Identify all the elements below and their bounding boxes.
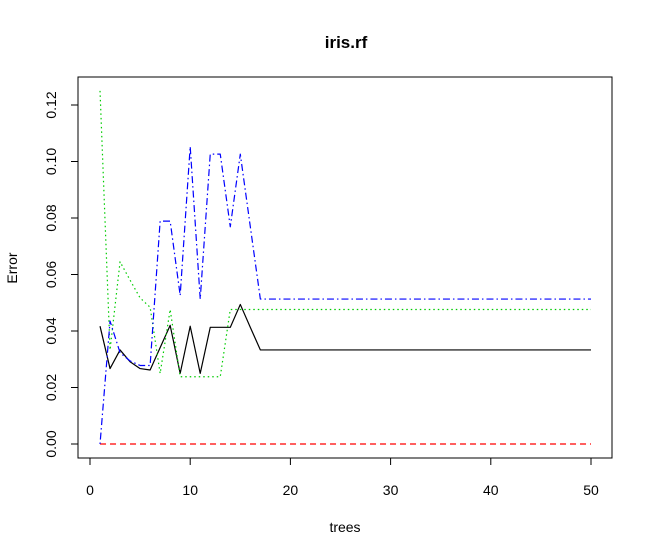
y-tick-label: 0.06 — [43, 261, 59, 288]
x-tick-label: 30 — [383, 482, 399, 498]
y-tick-label: 0.04 — [43, 317, 59, 344]
y-tick-label: 0.00 — [43, 430, 59, 457]
x-tick-label: 10 — [182, 482, 198, 498]
series-line-1 — [99, 303, 591, 374]
x-tick-label: 50 — [583, 482, 599, 498]
y-tick-label: 0.02 — [43, 374, 59, 401]
series-line-3 — [99, 90, 591, 378]
x-tick-label: 0 — [86, 482, 94, 498]
plot-frame — [77, 76, 613, 459]
y-axis-label: Error — [4, 252, 20, 283]
chart-title: iris.rf — [325, 33, 368, 52]
x-axis-label: trees — [329, 519, 360, 535]
x-tick-label: 40 — [483, 482, 499, 498]
series-layer — [99, 90, 591, 445]
series-line-4 — [99, 145, 591, 445]
y-tick-label: 0.12 — [43, 91, 59, 118]
y-axis: 0.00 0.02 0.04 0.06 0.08 0.10 0.12 — [43, 91, 79, 458]
y-tick-label: 0.10 — [43, 148, 59, 175]
x-axis: 0 10 20 30 40 50 — [86, 457, 599, 498]
x-tick-label: 20 — [283, 482, 299, 498]
y-tick-label: 0.08 — [43, 204, 59, 231]
